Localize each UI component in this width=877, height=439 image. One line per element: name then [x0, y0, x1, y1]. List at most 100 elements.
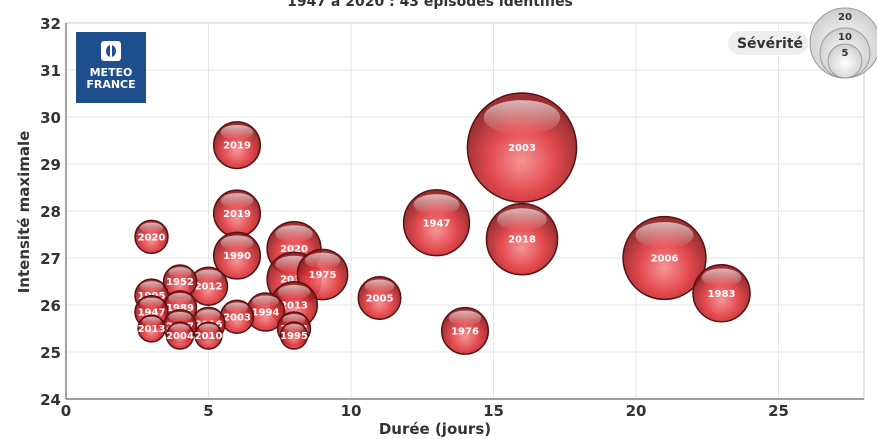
y-tick-label: 31 [40, 62, 61, 80]
bubble-label: 2013 [138, 324, 166, 335]
y-tick-label: 30 [40, 109, 61, 127]
bubble-label: 1995 [280, 331, 308, 342]
bubble-label: 1947 [138, 308, 166, 319]
bubble-label: 1976 [451, 326, 479, 337]
bubble: 2019 [212, 121, 262, 170]
bubble-highlight [304, 252, 341, 269]
bubble-label: 1994 [252, 308, 280, 319]
x-tick-label: 15 [483, 402, 504, 420]
bubble-highlight [448, 310, 482, 326]
bubble-label: 2018 [508, 235, 536, 246]
chart-title: 1947 à 2020 : 43 épisodes identifiés [287, 0, 573, 10]
y-tick-label: 28 [40, 203, 61, 221]
legend-size-circles: 20 10 5 [809, 7, 877, 79]
legend-size-label: 10 [838, 32, 852, 43]
bubble: 1952 [162, 264, 198, 299]
bubble: 2006 [622, 215, 707, 301]
bubble: 1983 [692, 264, 751, 323]
bubble-label: 1975 [309, 270, 337, 281]
bubble-highlight [275, 225, 313, 243]
x-tick-label: 20 [626, 402, 647, 420]
bubble-label: 2003 [508, 143, 536, 154]
bubble-label: 2013 [280, 301, 308, 312]
bubble-highlight [139, 281, 164, 292]
bubble-label: 2010 [195, 331, 223, 342]
legend-title: Sévérité [737, 36, 803, 52]
bubble-label: 2019 [223, 209, 251, 220]
bubble-highlight [168, 267, 192, 278]
bubble-highlight [220, 235, 254, 251]
bubble: 1994 [245, 292, 286, 332]
bubble-highlight [701, 268, 742, 287]
bubble: 2010 [194, 321, 223, 350]
bubble: 2003 [466, 92, 578, 203]
bubble: 1995 [279, 321, 309, 350]
bubble-highlight [252, 295, 279, 308]
bubble-highlight [139, 222, 164, 234]
bubble: 2019 [212, 189, 262, 238]
bubble-highlight [413, 194, 460, 216]
bubble-highlight [195, 269, 222, 282]
x-tick-label: 0 [61, 402, 71, 420]
bubble: 1990 [212, 231, 262, 280]
x-tick-label: 25 [768, 402, 789, 420]
bubble-label: 1990 [223, 251, 251, 262]
legend-size-label: 5 [842, 48, 849, 59]
bubble-highlight [170, 323, 190, 333]
axes: 0 5 10 15 20 25 24 25 26 27 28 29 30 31 32 [40, 15, 864, 420]
meteo-france-logo: METEO FRANCE [76, 32, 146, 103]
y-tick-label: 24 [40, 391, 61, 409]
y-tick-label: 25 [40, 344, 61, 362]
legend-size-label: 20 [838, 12, 852, 23]
bubble-label: 1952 [166, 277, 194, 288]
legend-label-background [728, 31, 808, 55]
y-tick-label: 29 [40, 156, 61, 174]
bubble-highlight [225, 302, 249, 313]
bubble: 1975 [296, 248, 349, 301]
y-tick-label: 26 [40, 297, 61, 315]
bubble: 1976 [440, 306, 490, 355]
bubble-highlight [196, 309, 221, 321]
x-tick-label: 10 [341, 402, 362, 420]
bubble-label: 2020 [138, 232, 166, 243]
bubble-highlight [277, 284, 311, 300]
bubble-highlight [483, 100, 561, 135]
y-axis-label: Intensité maximale [15, 131, 33, 294]
logo-line-1: METEO [89, 66, 133, 79]
bubble-highlight [497, 208, 547, 232]
bubble: 2004 [165, 321, 195, 350]
severity-legend: Sévérité 20 10 5 [728, 7, 877, 79]
bubble-highlight [220, 124, 254, 140]
y-tick-label: 32 [40, 15, 61, 33]
bubble-highlight [168, 311, 192, 323]
bubble-highlight [282, 314, 306, 325]
bubble-label: 2020 [280, 244, 308, 255]
bubble-label: 1983 [708, 289, 736, 300]
y-tick-label: 27 [40, 250, 61, 268]
bubble: 2018 [485, 202, 559, 276]
bubble-label: 2018 [280, 275, 308, 286]
bubble-highlight [168, 293, 192, 304]
bubble: 2005 [357, 275, 402, 320]
legend-size-circle [827, 43, 863, 79]
bubble-highlight [364, 279, 395, 294]
bubble-label: 1947 [423, 218, 451, 229]
bubble-label: 2006 [651, 254, 679, 265]
bubble-label: 1989 [166, 303, 194, 314]
bubble-label: 2019 [223, 141, 251, 152]
bubble-label: 2005 [366, 293, 394, 304]
bubble: 2020 [134, 219, 169, 255]
bubble: 2003 [219, 299, 255, 334]
x-axis-label: Durée (jours) [379, 420, 491, 438]
bubble-label: 2012 [195, 282, 223, 293]
x-tick-label: 5 [203, 402, 213, 420]
logo-mark-icon [101, 41, 121, 61]
logo-line-2: FRANCE [86, 78, 136, 91]
bubble: 2013 [137, 314, 166, 343]
bubble-highlight [220, 193, 254, 208]
bubble-highlight [142, 316, 161, 326]
bubble-label: 2004 [166, 331, 194, 342]
bubble: 1947 [402, 189, 471, 257]
